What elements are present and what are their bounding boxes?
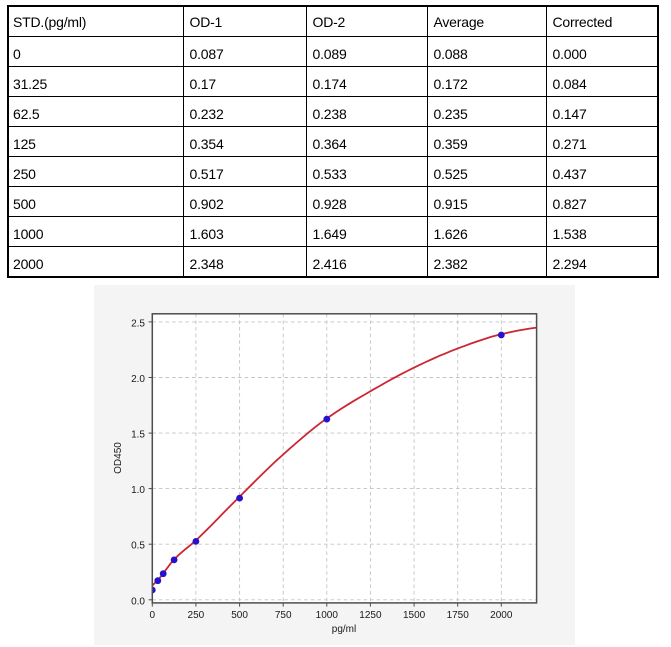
svg-text:0.5: 0.5 <box>131 541 145 552</box>
svg-text:1.5: 1.5 <box>131 430 145 441</box>
svg-text:1000: 1000 <box>316 610 339 621</box>
svg-text:1500: 1500 <box>403 610 426 621</box>
svg-text:OD450: OD450 <box>113 442 124 474</box>
svg-text:0: 0 <box>150 610 156 621</box>
svg-text:1250: 1250 <box>359 610 382 621</box>
svg-text:1.0: 1.0 <box>131 485 145 496</box>
svg-text:750: 750 <box>275 610 292 621</box>
svg-text:500: 500 <box>231 610 248 621</box>
svg-text:pg/ml: pg/ml <box>332 624 356 635</box>
svg-text:2.5: 2.5 <box>131 318 145 329</box>
svg-text:2000: 2000 <box>490 610 513 621</box>
svg-text:1750: 1750 <box>447 610 470 621</box>
svg-text:250: 250 <box>188 610 205 621</box>
svg-text:2.0: 2.0 <box>131 374 145 385</box>
svg-text:0.0: 0.0 <box>131 596 145 607</box>
